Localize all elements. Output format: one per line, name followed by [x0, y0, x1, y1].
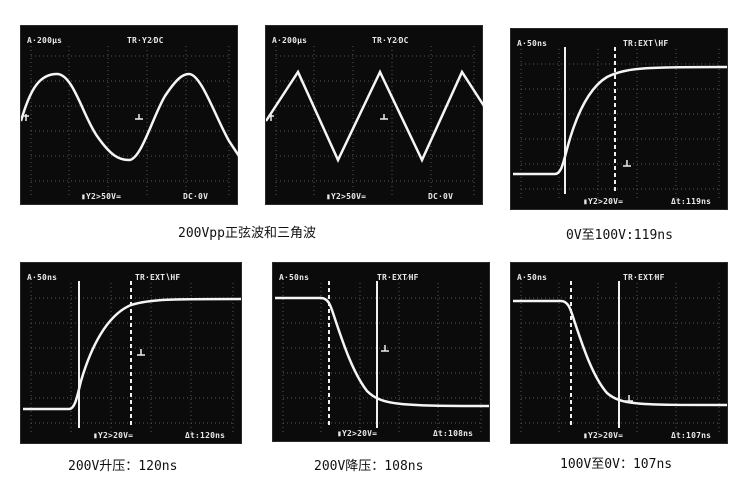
- scope-screen-rise-119: A·50ns TR:EXT∖HF ▮Y2>20V= Δt:119ns: [510, 28, 728, 210]
- delta-t-readout: Δt:107ns: [671, 431, 712, 440]
- timebase-readout: A·200μs: [27, 36, 63, 45]
- scope-display: [275, 281, 490, 433]
- scope-display: [21, 46, 239, 196]
- ground-marker: [23, 114, 29, 121]
- caption-rise-119: 0V至100V:119ns: [566, 228, 673, 243]
- vdiv-readout: ▮Y2>50V=: [81, 192, 122, 201]
- timebase-readout: A·50ns: [279, 273, 310, 282]
- scope-display: [513, 47, 728, 201]
- trigger-marker: [381, 345, 389, 352]
- caption-rise-120: 200V升压：120ns: [68, 459, 178, 474]
- trace-fall: [513, 299, 728, 407]
- coupling-readout: DC·0V: [183, 192, 209, 201]
- trigger-marker: [135, 114, 143, 120]
- caption-fall-108: 200V降压：108ns: [314, 459, 424, 474]
- trigger-readout: TR·Y2⁄DC: [372, 36, 409, 45]
- timebase-readout: A·50ns: [27, 273, 58, 282]
- scope-display: [23, 281, 242, 435]
- scope-screen-sine: A·200μs TR·Y2⁄DC ▮Y2>50V= DC·0V: [20, 25, 239, 205]
- trigger-marker: [380, 114, 388, 120]
- scope-screen-rise-120: A·50ns TR·EXT∖HF ▮Y2>20V= Δt:120ns: [20, 262, 242, 444]
- vdiv-readout: ▮Y2>20V=: [583, 197, 624, 206]
- delta-t-readout: Δt:119ns: [671, 197, 712, 206]
- vdiv-readout: ▮Y2>20V=: [583, 431, 624, 440]
- delta-t-readout: Δt:108ns: [433, 429, 474, 438]
- coupling-readout: DC·0V: [428, 192, 454, 201]
- trigger-readout: TR·Y2⁄DC: [127, 36, 164, 45]
- scope-display: [266, 46, 484, 196]
- scope-screen-fall-107: A·50ns TR·EXT⁄HF ▮Y2>20V= Δt:107ns: [510, 262, 728, 444]
- ground-marker: [268, 114, 274, 121]
- trigger-readout: TR·EXT⁄HF: [377, 273, 419, 282]
- trigger-readout: TR·EXT∖HF: [135, 273, 181, 282]
- trigger-marker: [623, 160, 631, 167]
- timebase-readout: A·50ns: [517, 273, 548, 282]
- scope-display: [513, 281, 728, 435]
- trigger-readout: TR:EXT∖HF: [623, 39, 669, 48]
- trigger-readout: TR·EXT⁄HF: [623, 273, 665, 282]
- trace-rise: [23, 297, 242, 411]
- trace-triangle: [266, 69, 484, 163]
- timebase-readout: A·50ns: [517, 39, 548, 48]
- delta-t-readout: Δt:120ns: [185, 431, 226, 440]
- scope-screen-fall-108: A·50ns TR·EXT⁄HF ▮Y2>20V= Δt:108ns: [272, 262, 490, 442]
- vdiv-readout: ▮Y2>20V=: [337, 429, 378, 438]
- caption-fall-107: 100V至0V：107ns: [560, 457, 673, 472]
- vdiv-readout: ▮Y2>20V=: [93, 431, 134, 440]
- caption-sine-triangle: 200Vpp正弦波和三角波: [178, 226, 316, 241]
- trace-rise: [513, 65, 728, 176]
- vdiv-readout: ▮Y2>50V=: [326, 192, 367, 201]
- timebase-readout: A·200μs: [272, 36, 308, 45]
- trace-sine: [21, 72, 239, 162]
- trigger-marker: [625, 395, 633, 402]
- scope-screen-triangle: A·200μs TR·Y2⁄DC ▮Y2>50V= DC·0V: [265, 25, 484, 205]
- trigger-marker: [137, 349, 145, 356]
- trace-fall: [275, 296, 490, 408]
